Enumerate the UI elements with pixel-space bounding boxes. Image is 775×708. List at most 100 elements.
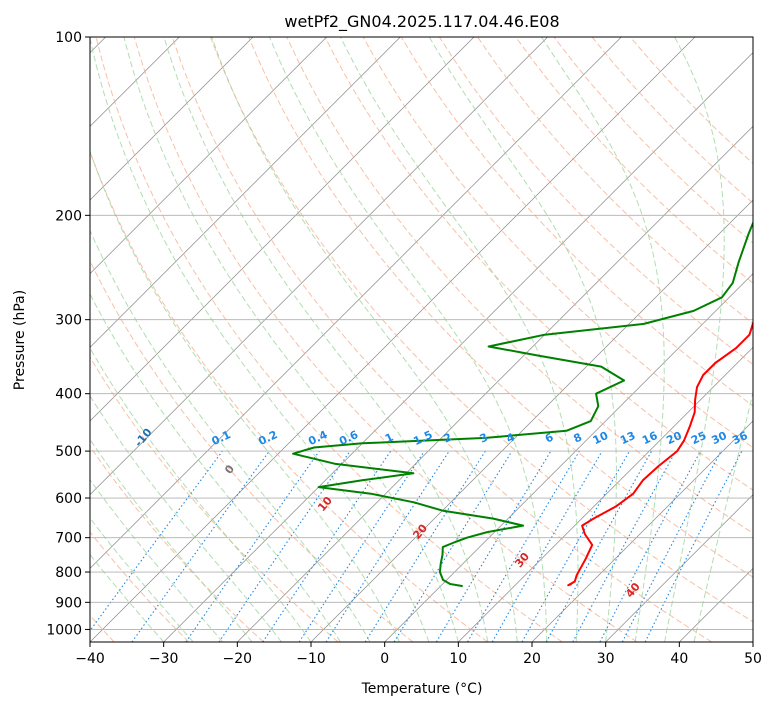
y-tick-label: 1000 bbox=[46, 622, 82, 638]
moist-adiabat-line bbox=[90, 347, 312, 642]
mixing-ratio-line bbox=[325, 450, 450, 642]
y-axis-label: Pressure (hPa) bbox=[12, 290, 28, 390]
x-tick-label: 20 bbox=[523, 651, 541, 667]
dry-adiabat-label: 40 bbox=[623, 580, 643, 600]
mixing-ratio-label: 2 bbox=[441, 431, 453, 446]
moist-adiabat-line bbox=[90, 479, 223, 642]
dry-adiabat-line bbox=[133, 37, 638, 642]
isotherm-line bbox=[384, 273, 753, 642]
x-axis: −40 −30 −20 −10 0 10 20 30 40 50 bbox=[75, 642, 762, 667]
mixing-ratio-line bbox=[599, 450, 701, 642]
isotherm-line bbox=[605, 494, 753, 642]
y-tick-label: 200 bbox=[55, 208, 82, 224]
moist-adiabat-line bbox=[693, 390, 753, 642]
moist-adiabat-line bbox=[664, 37, 725, 642]
x-tick-label: −10 bbox=[296, 651, 326, 667]
moist-adiabat-line bbox=[540, 37, 665, 642]
chart-title: wetPf2_GN04.2025.117.04.46.E08 bbox=[284, 12, 559, 32]
isotherm-line bbox=[310, 199, 753, 642]
dry-adiabat-line bbox=[90, 445, 264, 642]
mixing-ratio-line bbox=[491, 450, 603, 642]
isotherm-line bbox=[90, 37, 401, 348]
isotherm-line bbox=[90, 37, 475, 422]
temperature-profile-line bbox=[567, 295, 753, 587]
mixing-ratio-label: 8 bbox=[572, 431, 584, 446]
mixing-ratio-label: 30 bbox=[710, 429, 730, 447]
x-tick-label: −20 bbox=[223, 651, 253, 667]
dry-adiabat-line bbox=[286, 37, 753, 534]
background-lines bbox=[90, 37, 753, 642]
moist-adiabat-line bbox=[90, 438, 253, 642]
isotherm-line bbox=[90, 37, 622, 569]
mixing-ratio-label: 10 bbox=[591, 429, 611, 447]
mixing-ratio-label: 20 bbox=[664, 429, 684, 447]
isotherm-line bbox=[679, 567, 753, 642]
dry-adiabat-label: 30 bbox=[512, 550, 532, 570]
dry-adiabat-line bbox=[95, 37, 563, 642]
dry-adiabat-line bbox=[248, 37, 753, 578]
isotherm-line bbox=[752, 641, 753, 642]
y-tick-label: 900 bbox=[55, 595, 82, 611]
mixing-ratio-line bbox=[262, 450, 392, 642]
dewpoint-profile-line bbox=[292, 220, 753, 588]
dry-adiabat-label: 0 bbox=[222, 462, 237, 476]
dry-adiabat-line bbox=[90, 259, 414, 642]
moist-adiabat-line bbox=[428, 37, 617, 642]
x-tick-label: −40 bbox=[75, 651, 105, 667]
mixing-ratio-label: 0.4 bbox=[306, 428, 329, 448]
dry-adiabat-line bbox=[90, 356, 339, 642]
mixing-ratio-label: 36 bbox=[730, 429, 750, 447]
mixing-ratio-label: 16 bbox=[640, 429, 660, 447]
moist-adiabat-line bbox=[163, 37, 489, 642]
moist-adiabat-line bbox=[90, 394, 282, 642]
isotherm-line bbox=[90, 37, 696, 642]
mixing-ratio-line bbox=[218, 450, 351, 642]
dry-adiabat-label: -10 bbox=[132, 426, 155, 450]
mixing-ratio-line bbox=[90, 450, 223, 632]
dry-adiabat-line bbox=[591, 37, 753, 204]
mixing-ratio-label: 25 bbox=[689, 429, 708, 447]
y-tick-label: 300 bbox=[55, 313, 82, 329]
dry-adiabat-line bbox=[210, 37, 753, 623]
moist-adiabat-line bbox=[90, 229, 371, 642]
dry-adiabat-line bbox=[90, 150, 488, 642]
mixing-ratio-line bbox=[298, 450, 425, 642]
dry-adiabat-line bbox=[438, 37, 753, 366]
isotherm-line bbox=[90, 37, 254, 201]
moist-adiabat-line bbox=[90, 149, 400, 642]
x-tick-label: −30 bbox=[149, 651, 179, 667]
mixing-ratio-line bbox=[621, 450, 722, 642]
moist-adiabat-line bbox=[90, 553, 165, 642]
mixing-ratio-label: 0.1 bbox=[210, 428, 233, 448]
dry-adiabat-line bbox=[171, 37, 712, 642]
moist-adiabat-line bbox=[340, 37, 579, 642]
x-tick-label: 40 bbox=[670, 651, 688, 667]
x-tick-label: 30 bbox=[597, 651, 615, 667]
profile-lines bbox=[292, 220, 753, 588]
y-axis: 100 200 300 400 500 600 700 800 900 1000 bbox=[46, 30, 90, 638]
mixing-ratio-label: 13 bbox=[618, 429, 637, 447]
y-tick-label: 400 bbox=[55, 387, 82, 403]
isotherm-line bbox=[163, 52, 753, 642]
line-labels: -100-90-80-70-60-50-40-30-20-10010203040… bbox=[132, 426, 750, 601]
mixing-ratio-line bbox=[572, 450, 677, 642]
dry-adiabat-line bbox=[515, 37, 753, 284]
mixing-ratio-line bbox=[521, 450, 630, 642]
x-tick-label: 0 bbox=[380, 651, 389, 667]
y-tick-label: 100 bbox=[55, 30, 82, 46]
moist-adiabat-line bbox=[90, 37, 430, 642]
isotherm-line bbox=[458, 346, 753, 642]
mixing-ratio-label: 0.2 bbox=[256, 428, 279, 448]
dry-adiabat-label: 20 bbox=[410, 521, 430, 541]
y-tick-label: 800 bbox=[55, 565, 82, 581]
mixing-ratio-line bbox=[185, 450, 320, 642]
mixing-ratio-line bbox=[435, 450, 552, 642]
x-tick-label: 10 bbox=[449, 651, 467, 667]
moist-adiabat-line bbox=[90, 517, 194, 642]
mixing-ratio-line bbox=[467, 450, 580, 642]
dry-adiabat-line bbox=[400, 37, 753, 407]
x-tick-label: 50 bbox=[744, 651, 762, 667]
isotherm-line bbox=[90, 37, 548, 496]
y-tick-label: 700 bbox=[55, 531, 82, 547]
